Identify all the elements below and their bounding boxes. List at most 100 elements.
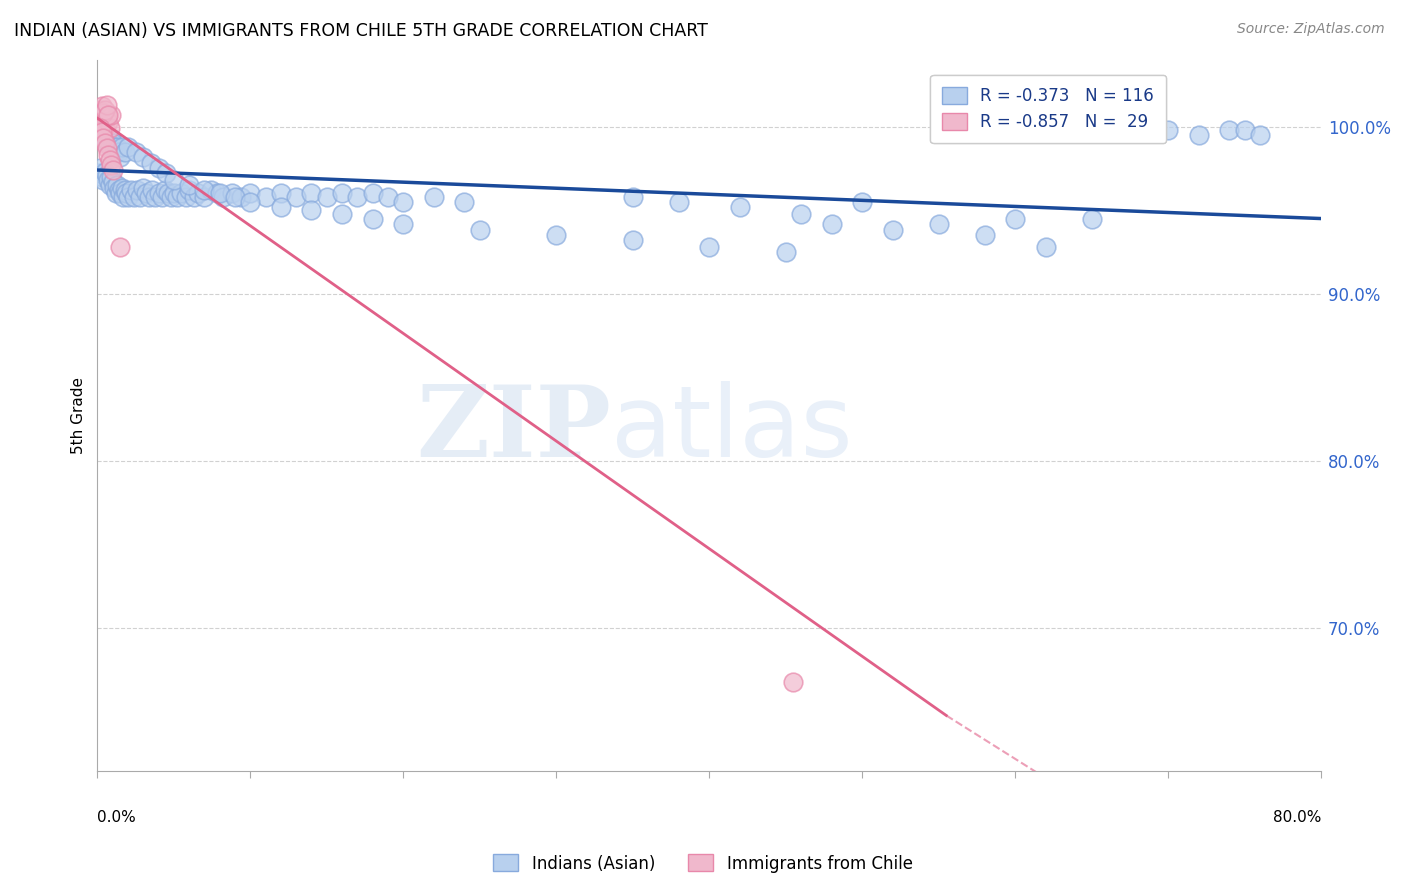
Point bbox=[330, 186, 353, 201]
Point bbox=[211, 190, 233, 204]
Point bbox=[159, 190, 181, 204]
Point bbox=[117, 139, 139, 153]
Point bbox=[93, 106, 115, 120]
Point bbox=[111, 139, 134, 153]
Text: 80.0%: 80.0% bbox=[1272, 810, 1322, 825]
Point bbox=[301, 203, 323, 218]
Point bbox=[187, 186, 209, 201]
Point bbox=[96, 97, 118, 112]
Point bbox=[93, 131, 115, 145]
Point bbox=[100, 131, 122, 145]
Point bbox=[110, 240, 132, 254]
Point bbox=[89, 103, 111, 117]
Text: ZIP: ZIP bbox=[416, 381, 612, 478]
Point bbox=[221, 186, 243, 201]
Point bbox=[122, 190, 145, 204]
Point bbox=[820, 217, 842, 231]
Point bbox=[114, 183, 136, 197]
Point bbox=[115, 186, 138, 201]
Point bbox=[208, 186, 231, 201]
Text: 0.0%: 0.0% bbox=[97, 810, 136, 825]
Point bbox=[87, 166, 110, 180]
Point bbox=[124, 145, 146, 159]
Point bbox=[96, 128, 118, 142]
Point bbox=[100, 158, 122, 172]
Point bbox=[728, 200, 751, 214]
Point bbox=[145, 190, 167, 204]
Point bbox=[112, 190, 135, 204]
Point bbox=[139, 156, 162, 170]
Y-axis label: 5th Grade: 5th Grade bbox=[72, 376, 86, 454]
Point bbox=[148, 161, 170, 176]
Text: Source: ZipAtlas.com: Source: ZipAtlas.com bbox=[1237, 22, 1385, 37]
Point bbox=[97, 148, 120, 162]
Point bbox=[94, 120, 117, 134]
Point bbox=[239, 194, 262, 209]
Point bbox=[163, 173, 186, 187]
Point bbox=[148, 186, 170, 201]
Point bbox=[110, 186, 132, 201]
Point bbox=[468, 223, 491, 237]
Text: INDIAN (ASIAN) VS IMMIGRANTS FROM CHILE 5TH GRADE CORRELATION CHART: INDIAN (ASIAN) VS IMMIGRANTS FROM CHILE … bbox=[14, 22, 709, 40]
Point bbox=[101, 136, 124, 151]
Point bbox=[150, 190, 173, 204]
Point bbox=[1249, 128, 1271, 142]
Point bbox=[697, 240, 720, 254]
Point bbox=[132, 150, 155, 164]
Point bbox=[330, 206, 353, 220]
Point bbox=[183, 190, 205, 204]
Point bbox=[200, 183, 222, 197]
Point bbox=[285, 190, 308, 204]
Point bbox=[105, 139, 128, 153]
Point bbox=[98, 121, 121, 136]
Point bbox=[166, 190, 188, 204]
Point bbox=[361, 211, 384, 226]
Point bbox=[423, 190, 446, 204]
Point bbox=[101, 175, 124, 189]
Point bbox=[301, 186, 323, 201]
Point bbox=[96, 110, 118, 124]
Point bbox=[790, 206, 813, 220]
Point bbox=[453, 194, 475, 209]
Point bbox=[1233, 123, 1256, 137]
Point bbox=[346, 190, 368, 204]
Point bbox=[111, 181, 134, 195]
Point bbox=[193, 183, 215, 197]
Point bbox=[782, 675, 804, 690]
Point bbox=[224, 190, 246, 204]
Point bbox=[1004, 211, 1026, 226]
Point bbox=[89, 161, 111, 176]
Point bbox=[100, 169, 122, 184]
Point bbox=[156, 186, 179, 201]
Point bbox=[1035, 240, 1057, 254]
Point bbox=[97, 136, 120, 151]
Point bbox=[105, 178, 128, 192]
Point bbox=[91, 124, 114, 138]
Point bbox=[120, 183, 142, 197]
Point bbox=[254, 190, 277, 204]
Point bbox=[114, 145, 136, 159]
Point bbox=[155, 166, 177, 180]
Point bbox=[91, 169, 114, 184]
Point bbox=[101, 163, 124, 178]
Point bbox=[193, 190, 215, 204]
Point bbox=[127, 183, 149, 197]
Point bbox=[98, 139, 121, 153]
Point bbox=[94, 136, 117, 151]
Point bbox=[132, 181, 155, 195]
Point bbox=[1080, 211, 1102, 226]
Point bbox=[91, 99, 114, 113]
Point bbox=[231, 190, 253, 204]
Point bbox=[117, 190, 139, 204]
Point bbox=[93, 173, 115, 187]
Point bbox=[96, 141, 118, 155]
Point bbox=[93, 128, 115, 142]
Point bbox=[104, 186, 127, 201]
Point bbox=[170, 186, 193, 201]
Point bbox=[94, 103, 117, 117]
Point bbox=[135, 186, 157, 201]
Point bbox=[103, 181, 125, 195]
Point bbox=[110, 150, 132, 164]
Point bbox=[98, 178, 121, 192]
Point bbox=[179, 183, 201, 197]
